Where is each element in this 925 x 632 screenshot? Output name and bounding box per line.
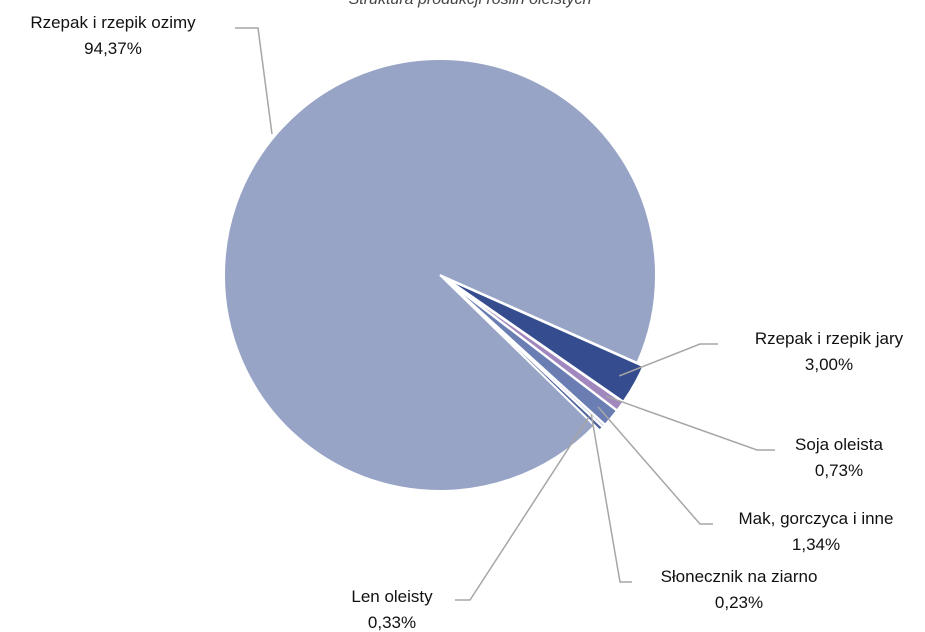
leader-line-len-oleisty (455, 416, 590, 601)
leader-line-rzepak-ozimy (235, 27, 273, 135)
label-soja-oleista: Soja oleista (795, 435, 883, 454)
value-soja-oleista: 0,73% (815, 461, 863, 480)
value-rzepak-jary: 3,00% (805, 355, 853, 374)
leader-line-slonecznik (590, 414, 632, 583)
label-slonecznik: Słonecznik na ziarno (661, 567, 818, 586)
leader-line-rzepak-jary (618, 343, 718, 377)
value-mak-gorczyca: 1,34% (792, 535, 840, 554)
leader-line-soja-oleista (605, 395, 775, 451)
label-rzepak-ozimy: Rzepak i rzepik ozimy (30, 13, 196, 32)
pie-slices (223, 58, 657, 492)
label-len-oleisty: Len oleisty (351, 587, 433, 606)
slice-rzepak-ozimy (223, 58, 657, 492)
chart-title: Struktura produkcji roślin oleistych (349, 0, 592, 8)
value-slonecznik: 0,23% (715, 593, 763, 612)
leader-line-mak-gorczyca (597, 406, 713, 525)
label-rzepak-jary: Rzepak i rzepik jary (755, 329, 904, 348)
value-rzepak-ozimy: 94,37% (84, 39, 142, 58)
value-len-oleisty: 0,33% (368, 613, 416, 632)
leader-lines (235, 27, 775, 601)
label-mak-gorczyca: Mak, gorczyca i inne (739, 509, 894, 528)
